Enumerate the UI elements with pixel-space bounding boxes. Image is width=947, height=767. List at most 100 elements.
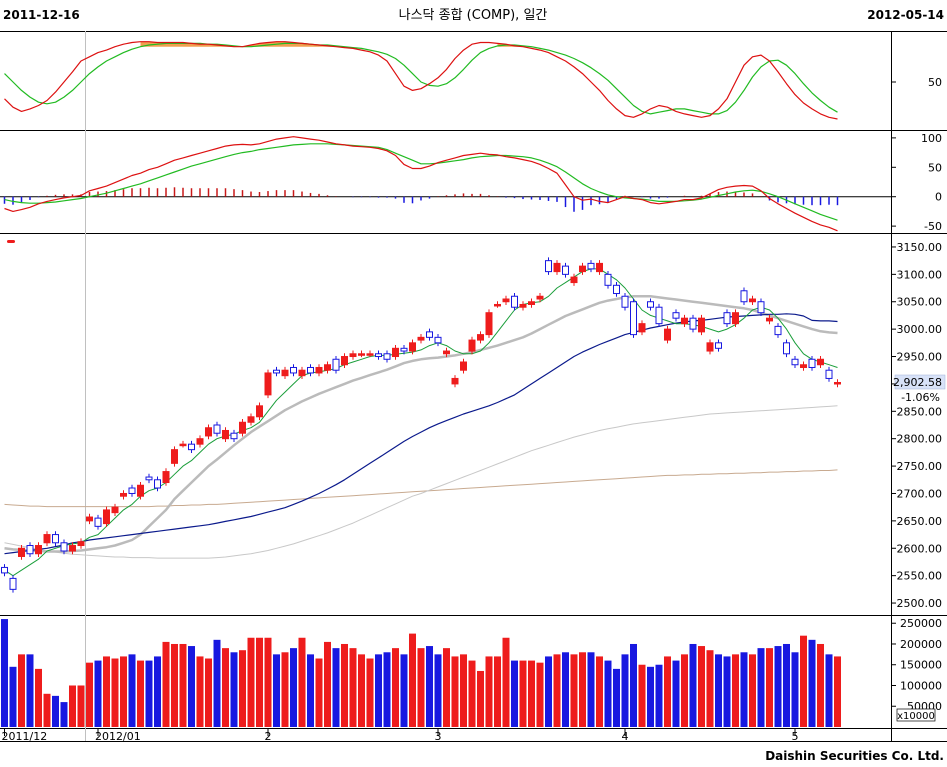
candle-up — [502, 298, 510, 303]
volume-bar — [162, 641, 170, 727]
candle-up — [18, 547, 25, 557]
candle-up — [196, 438, 204, 445]
volume-bar — [264, 637, 272, 727]
date-axis-label: 5 — [792, 730, 799, 743]
volume-bar — [808, 639, 816, 727]
candle-up — [494, 303, 501, 307]
price-axis-tick-label: 2700.00 — [897, 487, 943, 500]
candle-down — [1, 566, 8, 574]
volume-bar — [655, 664, 663, 727]
volume-bar — [502, 637, 510, 727]
volume-bar — [757, 648, 765, 727]
volume-bar — [341, 643, 348, 727]
volume-bar — [664, 656, 671, 727]
volume-bar — [171, 643, 178, 727]
candle-up — [137, 484, 144, 497]
candle-down — [808, 358, 816, 368]
candle-up — [528, 301, 535, 305]
candle-up — [103, 509, 110, 525]
candle-up — [256, 405, 263, 418]
volume-bar — [43, 693, 51, 727]
volume-bar — [528, 660, 535, 727]
volume-bar — [324, 641, 331, 727]
candle-down — [213, 424, 221, 434]
date-axis-label: 4 — [622, 730, 629, 743]
candle-up — [519, 303, 527, 308]
candle-up — [732, 312, 739, 325]
candle-up — [264, 372, 272, 396]
candle-down — [426, 331, 433, 338]
candle-down — [332, 358, 340, 371]
volume-bar — [69, 685, 76, 727]
candle-up — [443, 350, 450, 355]
price-axis-tick-label: 2800.00 — [897, 433, 943, 446]
volume-bar — [766, 648, 773, 727]
volume-bar — [596, 656, 603, 727]
volume-unit-box — [896, 708, 936, 722]
date-axis-label: 3 — [435, 730, 442, 743]
candle-down — [723, 312, 731, 325]
candle-down — [9, 577, 17, 590]
price-axis-tick-label: 2550.00 — [897, 570, 943, 583]
volume-bar — [732, 654, 739, 727]
candle-up — [698, 317, 705, 333]
price-axis-tick-label: 2950.00 — [897, 351, 943, 364]
candle-up — [536, 295, 544, 300]
candle-up — [817, 358, 824, 366]
macd-axis-tick-label: 50 — [928, 161, 942, 174]
candle-up — [596, 262, 603, 273]
date-axis: 2011/12 2012/01 2 3 4 5 — [2, 728, 799, 743]
volume-bar — [621, 654, 629, 727]
last-price-label: 2,902.58 — [893, 376, 942, 389]
candle-up — [638, 323, 646, 333]
candle-down — [400, 347, 408, 352]
ma120-line — [4, 405, 838, 559]
candle-up — [749, 298, 756, 303]
volume-bar — [604, 660, 612, 727]
volume-bar — [672, 660, 680, 727]
volume-bar — [468, 660, 476, 727]
candle-down — [94, 517, 102, 527]
candle-down — [188, 443, 195, 451]
volume-bar — [281, 652, 289, 727]
candle-down — [307, 366, 314, 374]
footer-credit: Daishin Securities Co. Ltd. — [765, 749, 944, 763]
volume-bar — [545, 656, 552, 727]
volume-bar — [783, 643, 790, 727]
volume-bar — [239, 650, 246, 727]
volume-bar — [417, 648, 425, 727]
candle-down — [511, 295, 518, 308]
candle-down — [273, 369, 280, 374]
volume-bar — [77, 685, 85, 727]
candle-up — [451, 377, 459, 385]
volume-bar — [247, 637, 255, 727]
volume-bar — [52, 695, 59, 727]
volume-bar — [723, 656, 731, 727]
volume-bar — [553, 654, 561, 727]
candle-up — [324, 364, 331, 371]
candle-down — [689, 317, 697, 330]
volume-bar — [120, 656, 127, 727]
stoch-axis-tick-label: 50 — [928, 76, 942, 89]
candle-up — [800, 364, 807, 368]
candle-down — [672, 312, 680, 319]
candle-down — [655, 306, 663, 325]
candle-up — [162, 471, 170, 484]
volume-bar — [562, 652, 569, 727]
volume-bar — [366, 658, 374, 727]
price-axis-tick-label: 3000.00 — [897, 323, 943, 336]
candle-down — [647, 301, 654, 308]
volume-bar — [451, 656, 459, 727]
volume-bar — [443, 648, 450, 727]
candle-up — [111, 506, 119, 514]
candle-down — [545, 260, 552, 273]
date-axis-label: 2011/12 — [2, 730, 48, 743]
volume-bar — [638, 664, 646, 727]
volume-bar — [26, 654, 34, 727]
volume-bar — [460, 654, 467, 727]
volume-bar — [86, 662, 93, 727]
volume-bar — [196, 656, 204, 727]
candle-down — [290, 366, 297, 374]
volume-bar — [137, 660, 144, 727]
